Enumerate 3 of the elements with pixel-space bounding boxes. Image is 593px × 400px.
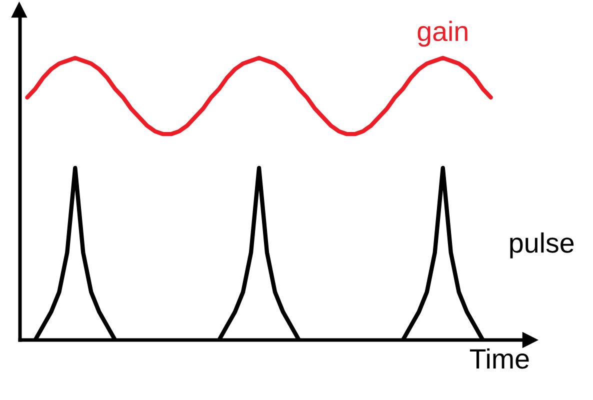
x-axis-title: Time	[470, 348, 529, 369]
text: pulse	[510, 232, 574, 258]
series-label: gain	[418, 20, 468, 47]
